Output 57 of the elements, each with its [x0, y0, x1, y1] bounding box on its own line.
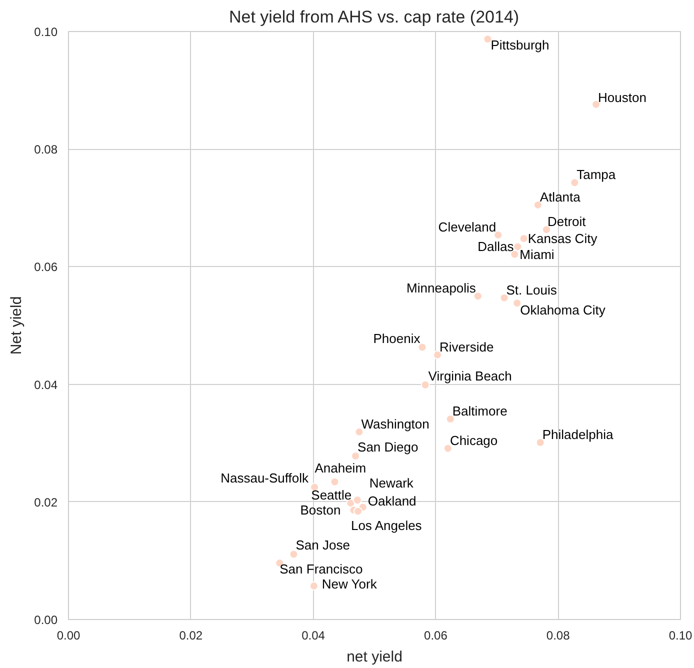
point: [352, 496, 362, 505]
annotation: San Diego: [358, 440, 418, 455]
y-tick-label: 0.08: [34, 142, 58, 157]
annotation: Boston: [300, 502, 341, 518]
y-tick-label: 0.04: [34, 378, 58, 392]
annotation: Minneapolis: [406, 280, 476, 296]
x-tick-label: 0.08: [546, 628, 570, 642]
y-tick-label: 0.02: [34, 495, 58, 510]
annotation: Miami: [520, 246, 554, 262]
y-axis-title: Net yield: [8, 296, 26, 355]
annotation: Pittsburgh: [490, 38, 550, 53]
annotation: Detroit: [547, 214, 586, 230]
annotation: San Jose: [296, 538, 350, 553]
point: [353, 506, 362, 516]
annotation: Anaheim: [314, 460, 366, 476]
chart-title: Net yield from AHS vs. cap rate (2014): [229, 8, 520, 26]
y-tick-label: 0.10: [34, 25, 58, 39]
x-axis-title: net yield: [346, 648, 402, 666]
annotation: Houston: [598, 90, 646, 105]
annotation: Cleveland: [438, 219, 496, 234]
x-tick-label: 0.02: [179, 628, 203, 642]
annotation: San Francisco: [280, 562, 363, 577]
x-tick-label: 0.10: [668, 628, 693, 642]
annotation: St. Louis: [506, 282, 558, 298]
point: [513, 242, 522, 252]
point: [510, 250, 520, 259]
point: [446, 414, 455, 424]
point: [500, 293, 509, 302]
x-tick-label: 0.06: [424, 628, 448, 642]
y-tick-label: 0.00: [34, 613, 58, 627]
annotation: Washington: [361, 416, 430, 432]
point: [512, 298, 522, 308]
point: [289, 550, 298, 559]
annotation: Virginia Beach: [428, 368, 512, 384]
annotation: New York: [322, 576, 378, 592]
annotation: Oakland: [368, 494, 416, 509]
x-tick-label: 0.00: [56, 628, 81, 642]
x-tick-label: 0.04: [302, 628, 326, 642]
annotation: Dallas: [478, 239, 514, 254]
annotation: Chicago: [450, 432, 498, 448]
annotation: Philadelphia: [542, 427, 614, 442]
point: [418, 342, 427, 352]
point: [483, 34, 492, 44]
point: [420, 380, 430, 390]
point: [330, 477, 340, 486]
annotation: Los Angeles: [350, 518, 422, 533]
annotation: Tampa: [576, 167, 616, 182]
annotation: Newark: [369, 476, 414, 491]
annotation: Atlanta: [540, 189, 582, 204]
annotation: Riverside: [440, 339, 494, 354]
y-tick-label: 0.06: [34, 260, 58, 274]
annotation: Oklahoma City: [520, 302, 606, 318]
annotation: Seattle: [311, 488, 352, 503]
annotation: Nassau-Suffolk: [220, 470, 310, 486]
annotation: Kansas City: [528, 230, 598, 246]
annotation: Baltimore: [452, 403, 508, 418]
annotation: Phoenix: [373, 330, 421, 346]
